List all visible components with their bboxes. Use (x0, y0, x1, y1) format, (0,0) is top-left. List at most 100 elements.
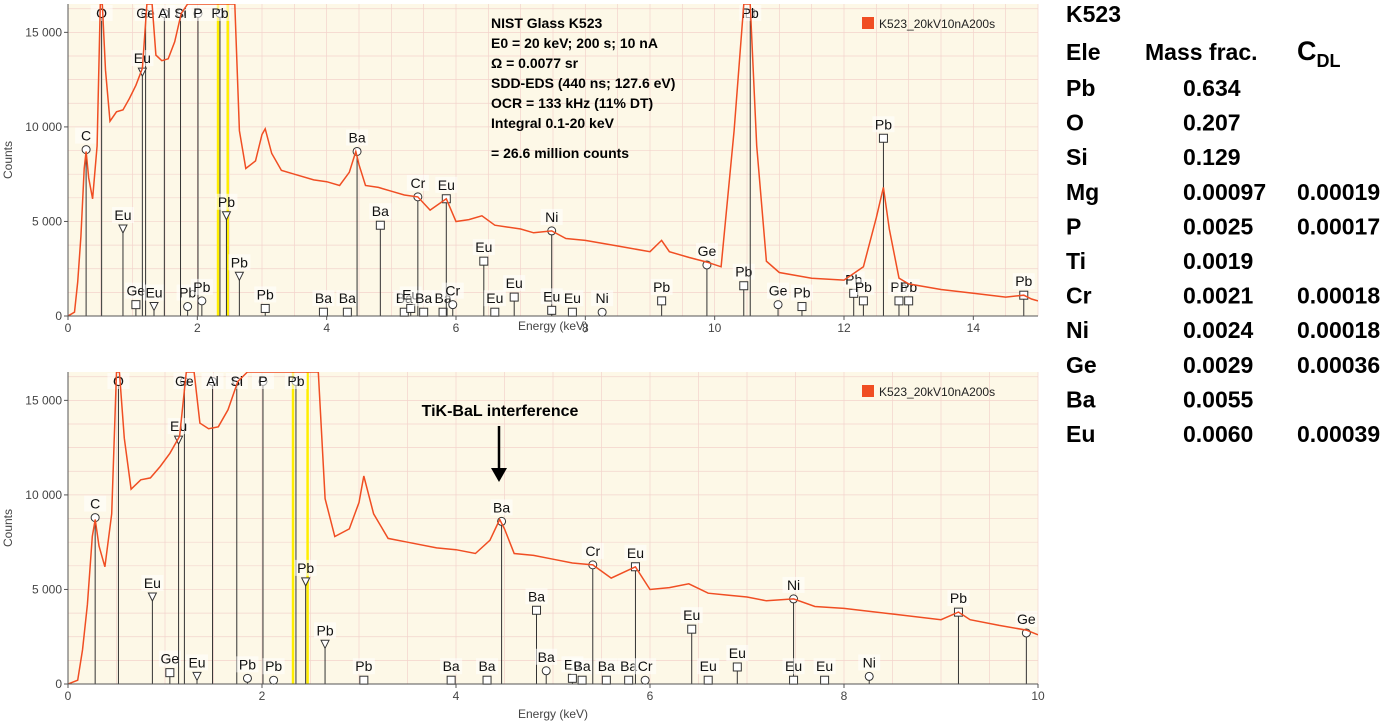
info-line: SDD-EDS (440 ns; 127.6 eV) (491, 75, 675, 91)
marker-square (624, 675, 634, 685)
marker-label-bg (782, 658, 805, 675)
marker-label-bg (503, 275, 526, 292)
element-marker-ba: Ba (412, 290, 435, 317)
table-cell-element: Ni (1066, 317, 1089, 343)
y-tick-label: 15 000 (25, 25, 62, 39)
marker-square (567, 673, 577, 683)
info-line: E0 = 20 keV; 200 s; 10 nA (491, 35, 658, 51)
marker-label-bg (472, 239, 495, 256)
y-axis-label: Counts (1, 141, 15, 179)
marker-label-bg (872, 116, 895, 133)
marker-label: Al (158, 5, 170, 21)
annotation: TiK-BaL interference (422, 403, 578, 482)
marker-square (601, 675, 611, 685)
table-header-massfrac: Mass frac. (1145, 39, 1258, 65)
element-marker-eu: Eu (186, 654, 209, 684)
marker-label: Pb (218, 194, 235, 210)
marker-label: Pb (287, 373, 304, 389)
marker-label-bg (186, 654, 209, 671)
marker-label: Pb (355, 658, 372, 674)
marker-label-bg (782, 576, 805, 593)
y-tick-label: 0 (55, 677, 62, 691)
marker-square (482, 675, 492, 685)
marker-label-bg (813, 658, 836, 675)
marker-square (878, 133, 888, 143)
marker-label: Eu (816, 658, 833, 674)
marker-label: Eu (438, 177, 455, 193)
element-marker-ge: Ge (767, 282, 790, 316)
marker-label-bg (535, 648, 558, 665)
element-marker-pb: Pb (852, 278, 875, 316)
y-tick-label: 15 000 (25, 393, 62, 407)
marker-label-bg (75, 127, 98, 144)
marker-label: P (193, 5, 202, 21)
element-marker-ba: Ba (490, 499, 513, 684)
element-marker-ba: Ba (525, 588, 548, 684)
element-marker-ge: Ge (1015, 610, 1038, 684)
marker-label: Ba (315, 290, 332, 306)
element-marker-pb: Pb (872, 116, 895, 316)
marker-square (567, 307, 577, 317)
element-marker-pb: Pb (208, 5, 231, 316)
marker-label: C (90, 496, 100, 512)
marker-label: Eu (486, 290, 503, 306)
marker-label: Ba (574, 658, 591, 674)
marker-label-bg (169, 5, 192, 21)
marker-triangle (147, 592, 158, 603)
x-axis-label: Energy (keV) (518, 319, 588, 333)
y-tick-label: 5 000 (32, 214, 62, 228)
marker-label-bg (412, 290, 435, 307)
marker-label-bg (111, 207, 134, 224)
marker-label-bg (680, 607, 703, 624)
element-marker-pb: Pb (650, 278, 673, 316)
marker-square (260, 303, 270, 313)
element-marker-pb: Pb (790, 284, 813, 316)
marker-square (165, 668, 175, 678)
marker-label: Eu (683, 607, 700, 623)
table-cell-cdl: 0.00017 (1297, 213, 1380, 239)
element-marker-c: C (84, 495, 107, 684)
table-rows: Pb 0.634 O 0.207 Si 0.129 Mg 0.00097 0.00019 P 0.0… (1066, 75, 1380, 447)
table-cell-cdl: 0.00019 (1297, 179, 1380, 205)
marker-label-bg (540, 208, 563, 225)
element-marker-eu: Eu (503, 275, 526, 316)
table-cell-element: Cr (1066, 283, 1092, 309)
marker-label-bg (201, 373, 224, 389)
marker-label-bg (726, 644, 749, 661)
x-tick-label: 2 (259, 689, 266, 703)
marker-square (858, 296, 868, 306)
marker-square (342, 307, 352, 317)
table-cell-element: Ge (1066, 352, 1097, 378)
marker-label: Ba (443, 658, 460, 674)
marker-label: Eu (564, 290, 581, 306)
marker-label: Ba (339, 290, 356, 306)
element-marker-eu: Eu (697, 658, 720, 685)
x-tick-label: 0 (65, 321, 72, 335)
marker-triangle (173, 435, 184, 446)
element-marker-cr: Cr (441, 282, 464, 316)
marker-label-bg (595, 658, 618, 675)
legend: K523_20kV10nA200s (862, 385, 995, 399)
marker-label-bg (143, 284, 166, 301)
marker-square (577, 675, 587, 685)
element-marker-eu: Eu (141, 575, 164, 684)
axes: 0 2 4 6 8 10 0 5 000 10 000 15 000 (25, 372, 1045, 703)
table-cell-massfrac: 0.0019 (1183, 248, 1253, 274)
element-marker-ba: Ba (312, 290, 335, 317)
marker-label: Eu (188, 654, 205, 670)
table-row: Ba 0.0055 (1066, 386, 1254, 412)
element-markers: C O Eu Ge Ge Eu Eu Al Si Pb P Pb Pb Pb Pb Pb Ba Ba Ba Ba Ba E… (84, 373, 1038, 685)
table-cell-massfrac: 0.00097 (1183, 179, 1266, 205)
spectrum-line (68, 372, 1038, 684)
table-cell-massfrac: 0.0055 (1183, 386, 1254, 412)
element-marker-pb: Pb (215, 193, 238, 316)
marker-label-bg (581, 542, 604, 559)
element-marker-ba: Ba (336, 290, 359, 317)
marker-square (703, 675, 713, 685)
marker-label: Eu (145, 285, 162, 301)
marker-square (490, 307, 500, 317)
marker-label-bg (591, 290, 614, 307)
table-cell-element: Eu (1066, 421, 1095, 447)
table-header-c: C (1297, 36, 1317, 66)
marker-circle (597, 307, 607, 317)
